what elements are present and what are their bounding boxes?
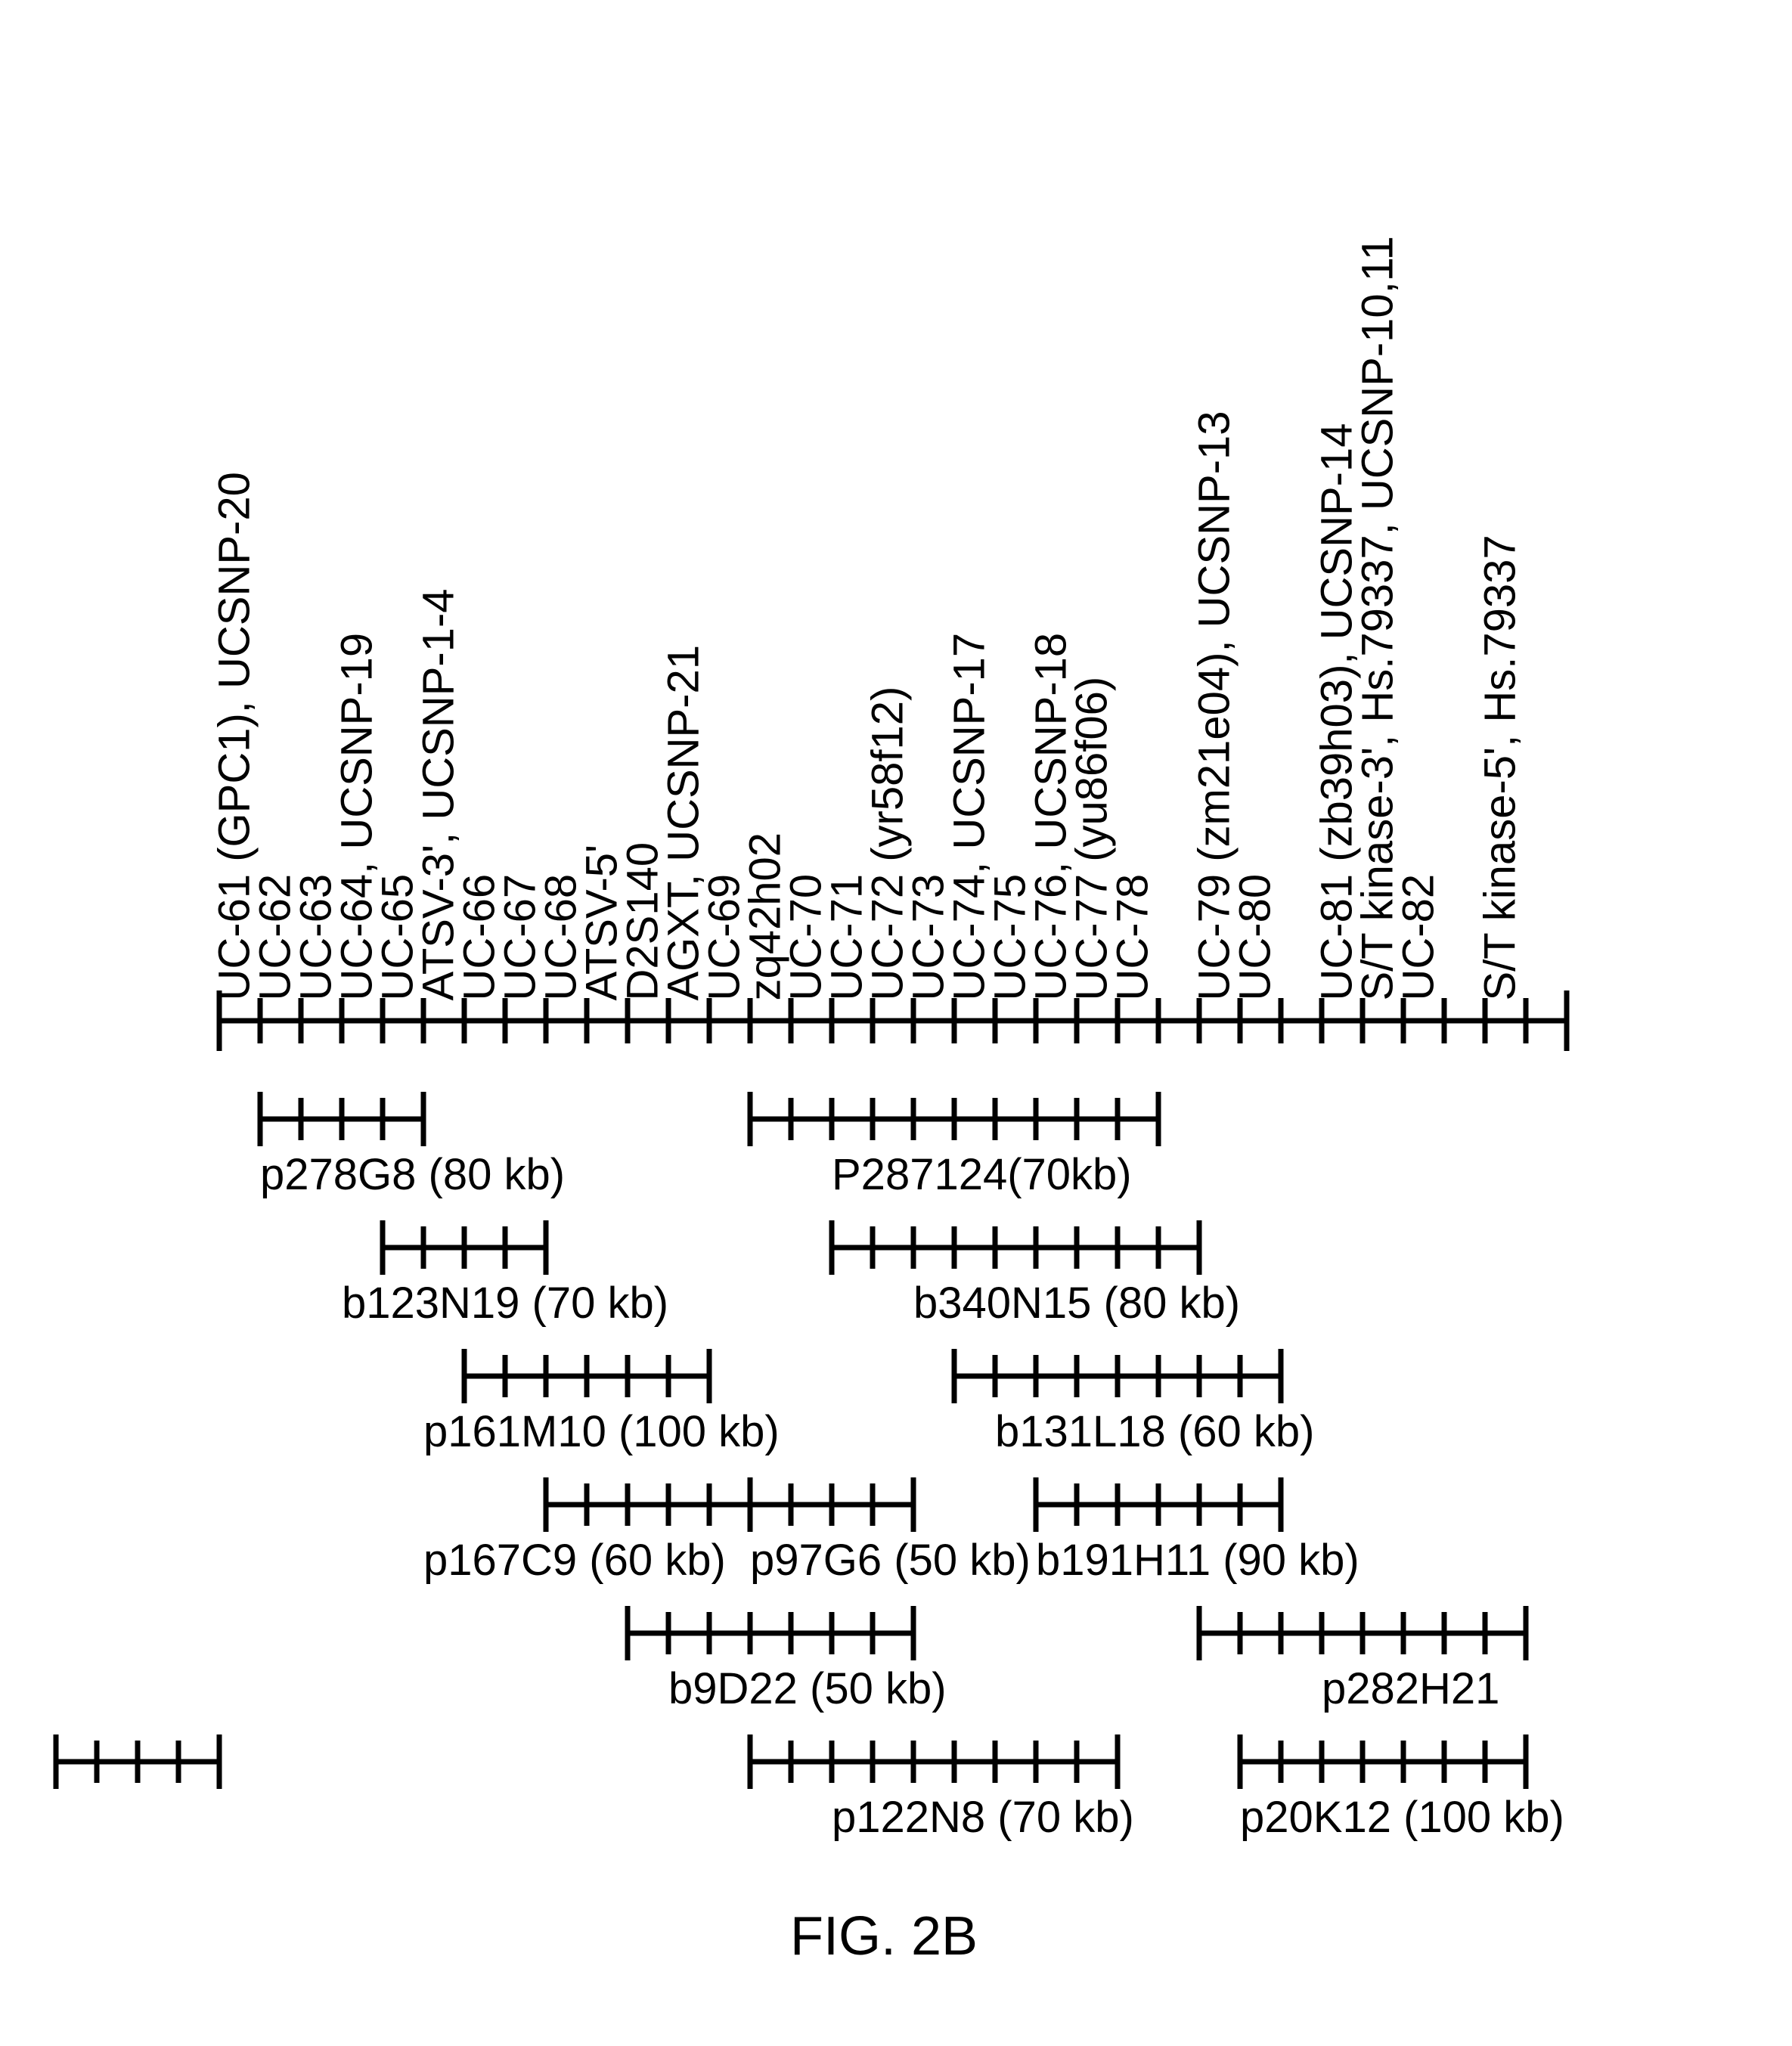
figure-page: { "figure_label": "FIG. 2B", "layout": {… (0, 0, 1792, 2046)
figure-caption: FIG. 2B (790, 1905, 978, 1967)
marker-label: UC-80 (1230, 874, 1281, 1001)
clone-label: b123N19 (70 kb) (342, 1278, 668, 1328)
clone-label: P287124(70kb) (832, 1149, 1132, 1200)
figure-svg (0, 0, 1792, 2046)
marker-label: UC-82 (1394, 874, 1444, 1001)
clone-label: p161M10 (100 kb) (423, 1406, 780, 1457)
clone-label: b131L18 (60 kb) (995, 1406, 1314, 1457)
clone-label: p122N8 (70 kb) (832, 1792, 1134, 1843)
clone-label: b340N15 (80 kb) (913, 1278, 1240, 1328)
marker-label: UC-78 (1108, 874, 1158, 1001)
clone-label: p167C9 (60 kb) (423, 1535, 726, 1586)
clone-label: p282H21 (1322, 1663, 1499, 1714)
clone-label: b191H11 (90 kb) (1036, 1535, 1360, 1586)
clone-label: b9D22 (50 kb) (668, 1663, 947, 1714)
marker-label: S/T kinase-5', Hs.79337 (1475, 535, 1526, 1000)
clone-label: p20K12 (100 kb) (1240, 1792, 1564, 1843)
clone-label: p278G8 (80 kb) (260, 1149, 565, 1200)
clone-label: p97G6 (50 kb) (750, 1535, 1031, 1586)
